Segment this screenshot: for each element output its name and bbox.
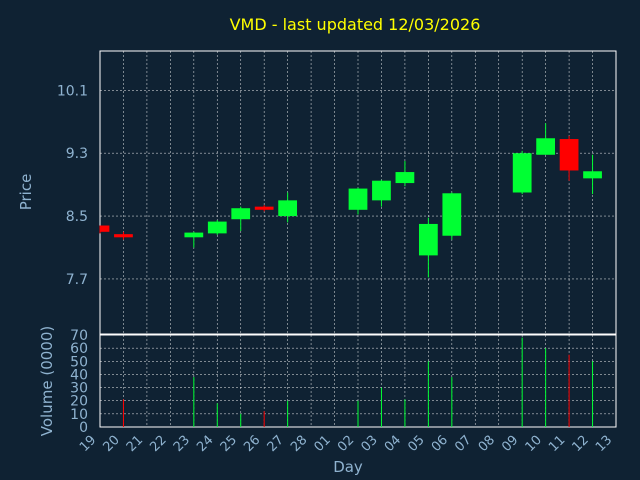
x-tick-label: 27 [265, 433, 287, 455]
volume-axis-label: Volume (0000) [38, 326, 56, 436]
price-tick-label: 8.5 [66, 209, 88, 225]
price-tick-label: 7.7 [66, 272, 88, 288]
x-tick-label: 10 [523, 433, 545, 455]
candle-body [512, 153, 532, 193]
x-tick-label: 28 [288, 433, 310, 455]
x-tick-label: 08 [476, 433, 498, 455]
volume-tick-label: 40 [70, 367, 88, 383]
x-tick-label: 19 [77, 433, 99, 455]
x-tick-label: 07 [452, 433, 474, 455]
x-tick-label: 26 [241, 433, 263, 455]
x-tick-label: 04 [382, 433, 404, 455]
volume-tick-label: 30 [70, 381, 88, 397]
x-tick-label: 12 [570, 433, 592, 455]
candle-body [254, 206, 274, 210]
candle-body [583, 171, 602, 179]
candle-body [418, 223, 438, 256]
x-tick-label: 22 [147, 433, 169, 455]
volume-tick-label: 60 [70, 341, 88, 357]
candle-body [395, 172, 415, 184]
x-tick-label: 11 [546, 433, 568, 455]
volume-tick-label: 50 [70, 354, 88, 370]
x-tick-label: 09 [499, 433, 521, 455]
chart-title: VMD - last updated 12/03/2026 [230, 15, 481, 34]
price-tick-label: 10.1 [57, 83, 88, 99]
x-tick-label: 06 [429, 433, 451, 455]
volume-tick-label: 10 [70, 407, 88, 423]
candle-body [442, 193, 462, 236]
x-tick-label: 01 [312, 433, 334, 455]
x-axis: 19 20 21 22 23 24 25 26 27 28 01 02 03 04 05 06 07 08 09 10… [77, 433, 615, 455]
x-tick-label: 02 [335, 433, 357, 455]
candle-body [278, 200, 298, 217]
x-axis-label: Day [333, 458, 363, 476]
price-axis-label: Price [17, 174, 35, 211]
candle-body [348, 188, 368, 210]
candle-body [559, 139, 579, 171]
x-tick-label: 24 [194, 433, 216, 455]
x-tick-label: 13 [593, 433, 615, 455]
candle-body [114, 234, 133, 238]
candle-body [231, 208, 251, 220]
x-tick-label: 25 [218, 433, 240, 455]
x-tick-label: 05 [405, 433, 427, 455]
x-tick-label: 23 [171, 433, 193, 455]
candle-body [100, 225, 110, 232]
volume-tick-label: 20 [70, 394, 88, 410]
candle-body [207, 221, 227, 234]
x-tick-label: 03 [358, 433, 380, 455]
volume-tick-label: 70 [70, 328, 88, 344]
candle-body [372, 180, 391, 201]
candle-body [184, 232, 204, 238]
volume-tick-label: 0 [79, 420, 88, 436]
price-tick-label: 9.3 [66, 146, 88, 162]
x-tick-label: 20 [100, 433, 122, 455]
candle-body [536, 138, 556, 155]
x-tick-label: 21 [124, 433, 146, 455]
price-panel: 7.7 8.5 9.3 10.1 [57, 50, 617, 335]
